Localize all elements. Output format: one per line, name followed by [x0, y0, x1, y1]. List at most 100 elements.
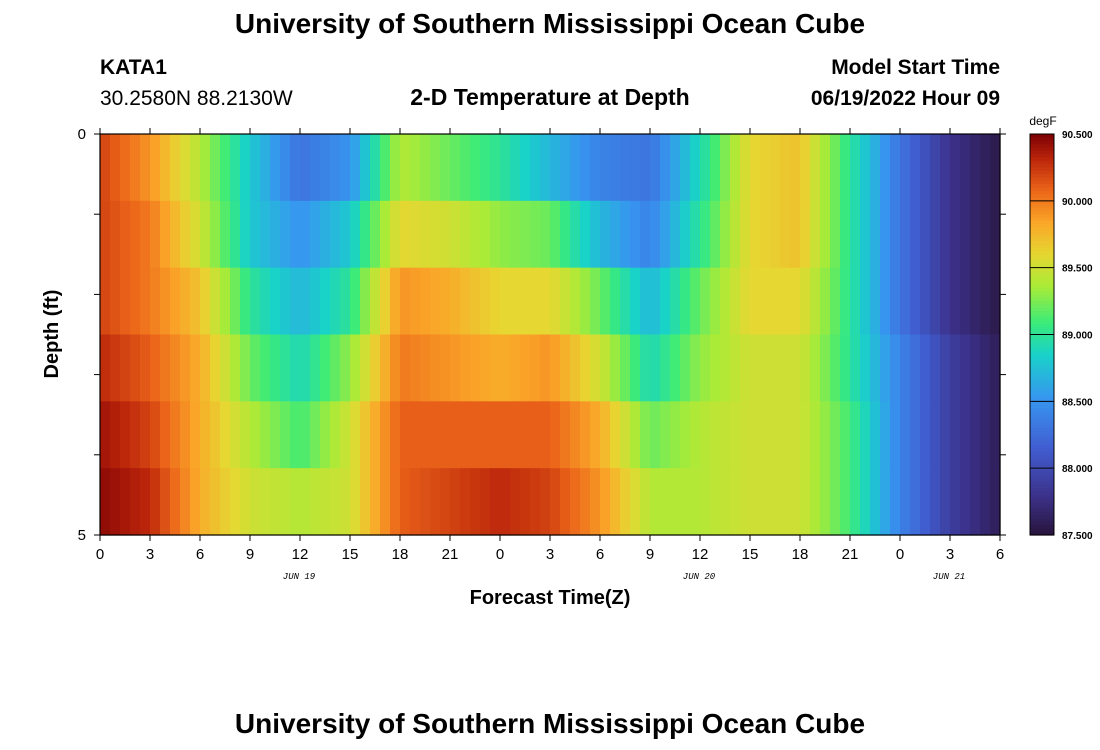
- heatmap-cell: [780, 200, 791, 269]
- heatmap-cell: [770, 200, 781, 269]
- heatmap-cell: [170, 468, 181, 536]
- colorbar-segment: [1030, 491, 1054, 496]
- heatmap-cell: [820, 267, 831, 336]
- heatmap-cell: [250, 468, 261, 536]
- x-tick-label: 18: [792, 546, 809, 563]
- colorbar-segment: [1030, 471, 1054, 476]
- heatmap-cell: [830, 134, 841, 202]
- heatmap-cell: [570, 134, 581, 202]
- colorbar-segment: [1030, 478, 1054, 483]
- colorbar-segment: [1030, 481, 1054, 486]
- heatmap-cell: [510, 134, 521, 202]
- colorbar-tick-label: 90.500: [1062, 130, 1093, 141]
- heatmap-cell: [400, 134, 411, 202]
- colorbar-segment: [1030, 351, 1054, 356]
- heatmap-cell: [920, 267, 931, 336]
- heatmap-cell: [380, 134, 391, 202]
- heatmap-cell: [670, 200, 681, 269]
- heatmap-cell: [530, 200, 541, 269]
- heatmap-cell: [570, 200, 581, 269]
- heatmap-cell: [480, 200, 491, 269]
- heatmap-cell: [590, 267, 601, 336]
- heatmap-cell: [840, 200, 851, 269]
- colorbar-segment: [1030, 217, 1054, 222]
- heatmap-cell: [500, 267, 511, 336]
- heatmap-cell: [440, 200, 451, 269]
- colorbar-segment: [1030, 401, 1054, 406]
- heatmap-cell: [560, 134, 571, 202]
- colorbar-segment: [1030, 281, 1054, 285]
- heatmap-cell: [940, 200, 951, 269]
- heatmap-cell: [610, 267, 621, 336]
- heatmap-cell: [840, 401, 851, 469]
- heatmap-cell: [390, 134, 401, 202]
- colorbar-segment: [1030, 164, 1054, 169]
- heatmap-cell: [180, 401, 191, 469]
- heatmap-cell: [910, 134, 921, 202]
- colorbar-segment: [1030, 247, 1054, 252]
- heatmap-cell: [130, 334, 141, 402]
- heatmap-cell: [400, 267, 411, 336]
- heatmap-cell: [770, 267, 781, 336]
- heatmap-cell: [230, 200, 241, 269]
- heatmap-cell: [500, 334, 511, 402]
- colorbar-segment: [1030, 227, 1054, 232]
- heatmap-cell: [120, 200, 131, 269]
- heatmap-cell: [890, 401, 901, 469]
- heatmap-cell: [730, 401, 741, 469]
- x-tick-label: 12: [692, 546, 709, 563]
- heatmap-cell: [390, 401, 401, 469]
- colorbar-segment: [1030, 454, 1054, 459]
- x-date-label: JUN 19: [283, 572, 316, 582]
- heatmap-cell: [890, 334, 901, 402]
- x-tick-label: 3: [146, 546, 154, 563]
- heatmap-cell: [260, 267, 271, 336]
- colorbar-segment: [1030, 461, 1054, 466]
- heatmap-cell: [570, 468, 581, 536]
- colorbar-segment: [1030, 498, 1054, 503]
- colorbar-segment: [1030, 170, 1054, 175]
- heatmap-cell: [490, 401, 501, 469]
- heatmap-cell: [370, 134, 381, 202]
- heatmap-cell: [480, 267, 491, 336]
- heatmap-cell: [830, 200, 841, 269]
- heatmap-cell: [310, 468, 321, 536]
- colorbar-tick-label: 89.000: [1062, 331, 1093, 342]
- heatmap-cell: [840, 267, 851, 336]
- heatmap-cell: [150, 200, 161, 269]
- heatmap-cell: [220, 401, 231, 469]
- heatmap-cell: [130, 468, 141, 536]
- colorbar-segment: [1030, 167, 1054, 172]
- colorbar-segment: [1030, 210, 1054, 215]
- heatmap-cell: [900, 468, 911, 536]
- colorbar-segment: [1030, 391, 1054, 396]
- heatmap-cell: [360, 267, 371, 336]
- heatmap-cell: [600, 468, 611, 536]
- heatmap-cell: [890, 200, 901, 269]
- heatmap-cell: [380, 200, 391, 269]
- heatmap-cell: [200, 267, 211, 336]
- heatmap-cell: [820, 200, 831, 269]
- y-tick-label: 0: [78, 126, 86, 143]
- heatmap-cell: [400, 334, 411, 402]
- heatmap-cell: [940, 468, 951, 536]
- colorbar-segment: [1030, 408, 1054, 412]
- heatmap-cell: [240, 401, 251, 469]
- heatmap-cell: [150, 401, 161, 469]
- heatmap-cell: [400, 468, 411, 536]
- colorbar-segment: [1030, 414, 1054, 419]
- heatmap-cell: [110, 401, 121, 469]
- heatmap-cell: [910, 401, 921, 469]
- heatmap-cell: [300, 468, 311, 536]
- heatmap-cell: [650, 200, 661, 269]
- x-tick-label: 15: [742, 546, 759, 563]
- heatmap-cell: [100, 468, 111, 536]
- heatmap-cell: [550, 267, 561, 336]
- heatmap-cell: [670, 334, 681, 402]
- x-tick-label: 9: [646, 546, 654, 563]
- heatmap-cell: [230, 134, 241, 202]
- colorbar-segment: [1030, 297, 1054, 302]
- heatmap-cell: [610, 468, 621, 536]
- heatmap-cell: [960, 200, 971, 269]
- heatmap-cell: [930, 401, 941, 469]
